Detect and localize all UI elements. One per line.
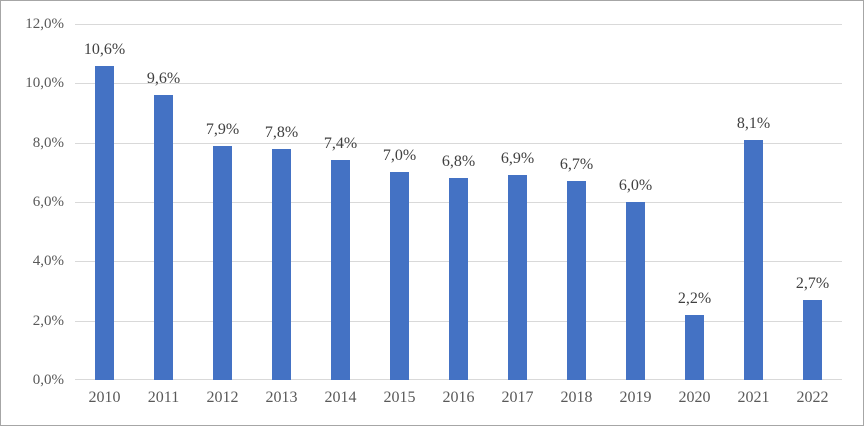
data-label-2020: 2,2%	[677, 290, 712, 307]
bar-2011	[154, 95, 173, 380]
data-label-2018: 6,7%	[559, 156, 594, 173]
x-tick-label-2015: 2015	[383, 389, 416, 406]
x-tick-label-2010: 2010	[88, 389, 121, 406]
x-tick-label-2011: 2011	[147, 389, 180, 406]
data-label-2021: 8,1%	[736, 115, 771, 132]
x-tick-label-2013: 2013	[265, 389, 298, 406]
x-tick-label-2012: 2012	[206, 389, 239, 406]
gridline-8,0%	[75, 143, 842, 144]
bar-2017	[508, 175, 527, 380]
y-tick-label: 0,0%	[32, 372, 64, 388]
bar-2013	[272, 149, 291, 380]
x-tick-label-2020: 2020	[678, 389, 711, 406]
data-label-2016: 6,8%	[441, 153, 476, 170]
x-tick-label-2014: 2014	[324, 389, 357, 406]
plot-area: 10,6% 9,6% 7,9% 7,8% 7,4% 7,0% 6,8% 6,9% 6,7% 6,0…	[75, 24, 842, 380]
data-label-2022: 2,7%	[795, 275, 830, 292]
y-axis: 0,0% 2,0% 4,0% 6,0% 8,0% 10,0% 12,0%	[1, 16, 64, 388]
bar-2020	[685, 315, 704, 380]
x-axis: 2010 2011 2012 2013 2014 2015 2016 2017 2018 2019…	[75, 388, 842, 412]
bar-2014	[331, 160, 350, 380]
data-label-2015: 7,0%	[382, 147, 417, 164]
data-label-2012: 7,9%	[205, 121, 240, 138]
y-tick-label: 4,0%	[32, 253, 64, 269]
bar-2012	[213, 146, 232, 380]
x-tick-label-2022: 2022	[796, 389, 829, 406]
y-tick-label: 12,0%	[25, 16, 64, 32]
data-label-2014: 7,4%	[323, 135, 358, 152]
x-tick-label-2016: 2016	[442, 389, 475, 406]
x-tick-label-2021: 2021	[737, 389, 770, 406]
data-label-2010: 10,6%	[83, 41, 126, 58]
y-tick-label: 6,0%	[32, 194, 64, 210]
gridline-12,0%	[75, 24, 842, 25]
data-label-2017: 6,9%	[500, 150, 535, 167]
data-label-2013: 7,8%	[264, 124, 299, 141]
x-tick-label-2019: 2019	[619, 389, 652, 406]
data-label-2019: 6,0%	[618, 177, 653, 194]
data-label-2011: 9,6%	[146, 70, 181, 87]
x-tick-label-2017: 2017	[501, 389, 534, 406]
bar-2016	[449, 178, 468, 380]
y-tick-label: 10,0%	[25, 75, 64, 91]
bar-2019	[626, 202, 645, 380]
x-tick-label-2018: 2018	[560, 389, 593, 406]
bar-2015	[390, 172, 409, 380]
bar-2018	[567, 181, 586, 380]
bar-2021	[744, 140, 763, 380]
bar-2010	[95, 66, 114, 380]
y-tick-label: 2,0%	[32, 313, 64, 329]
y-tick-label: 8,0%	[32, 135, 64, 151]
bar-2022	[803, 300, 822, 380]
gridline-10,0%	[75, 83, 842, 84]
